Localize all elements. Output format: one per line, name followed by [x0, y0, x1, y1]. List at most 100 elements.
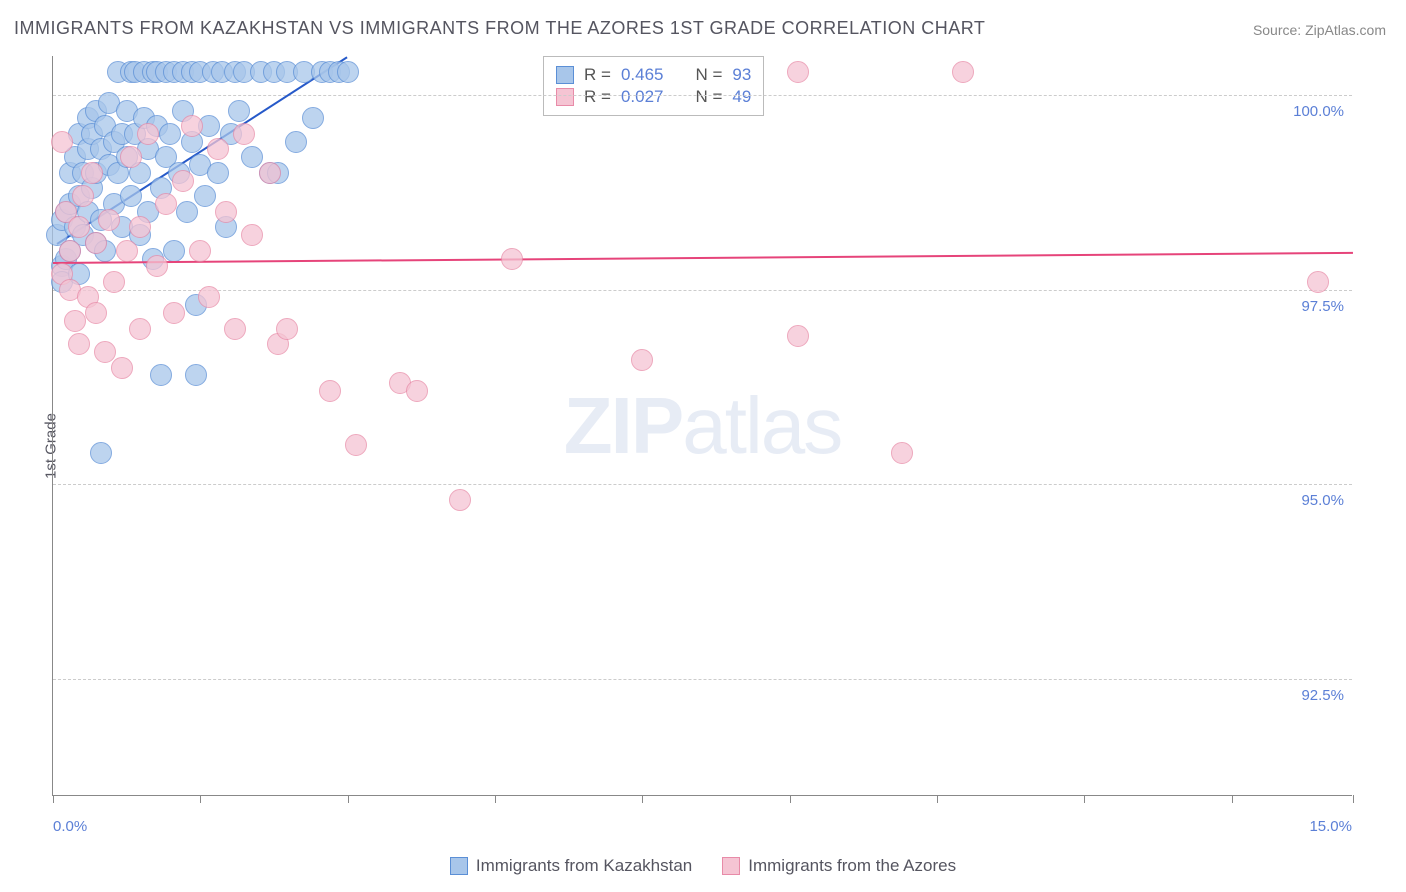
data-point-azores [787, 325, 809, 347]
y-tick-label: 92.5% [1301, 687, 1344, 704]
data-point-kazakhstan [285, 131, 307, 153]
data-point-azores [787, 61, 809, 83]
series-label: Immigrants from the Azores [748, 856, 956, 876]
data-point-azores [68, 216, 90, 238]
legend-swatch [722, 857, 740, 875]
bottom-legend-item-azores: Immigrants from the Azores [722, 856, 956, 876]
x-tick [200, 795, 201, 803]
data-point-kazakhstan [176, 201, 198, 223]
data-point-kazakhstan [337, 61, 359, 83]
gridline [53, 484, 1352, 485]
data-point-azores [345, 434, 367, 456]
data-point-azores [259, 162, 281, 184]
data-point-azores [146, 255, 168, 277]
data-point-kazakhstan [159, 123, 181, 145]
legend-swatch [556, 66, 574, 84]
data-point-azores [449, 489, 471, 511]
legend-swatch [556, 88, 574, 106]
data-point-kazakhstan [228, 100, 250, 122]
data-point-azores [501, 248, 523, 270]
data-point-azores [163, 302, 185, 324]
y-tick-label: 97.5% [1301, 298, 1344, 315]
correlation-legend: R =0.465N =93R =0.027N =49 [543, 56, 764, 116]
gridline [53, 95, 1352, 96]
data-point-azores [111, 357, 133, 379]
x-tick [1353, 795, 1354, 803]
legend-r-value: 0.027 [621, 87, 664, 107]
data-point-kazakhstan [163, 240, 185, 262]
data-point-kazakhstan [90, 442, 112, 464]
legend-r-label: R = [584, 65, 611, 85]
data-point-azores [85, 232, 107, 254]
data-point-azores [207, 138, 229, 160]
data-point-azores [631, 349, 653, 371]
x-tick [1084, 795, 1085, 803]
chart-plot-area: ZIPatlas R =0.465N =93R =0.027N =49 92.5… [52, 56, 1352, 796]
legend-n-value: 49 [732, 87, 751, 107]
data-point-azores [64, 310, 86, 332]
data-point-azores [952, 61, 974, 83]
y-tick-label: 100.0% [1293, 103, 1344, 120]
data-point-azores [181, 115, 203, 137]
data-point-azores [198, 286, 220, 308]
data-point-kazakhstan [302, 107, 324, 129]
data-point-azores [85, 302, 107, 324]
data-point-azores [276, 318, 298, 340]
legend-swatch [450, 857, 468, 875]
data-point-kazakhstan [150, 364, 172, 386]
data-point-kazakhstan [207, 162, 229, 184]
data-point-azores [98, 209, 120, 231]
data-point-azores [129, 318, 151, 340]
legend-n-label: N = [695, 65, 722, 85]
gridline [53, 679, 1352, 680]
gridline [53, 290, 1352, 291]
x-tick-label: 0.0% [53, 818, 87, 835]
data-point-azores [94, 341, 116, 363]
x-tick [495, 795, 496, 803]
data-point-azores [172, 170, 194, 192]
data-point-kazakhstan [194, 185, 216, 207]
x-tick-label: 15.0% [1309, 818, 1352, 835]
chart-title: IMMIGRANTS FROM KAZAKHSTAN VS IMMIGRANTS… [14, 18, 985, 39]
data-point-azores [155, 193, 177, 215]
data-point-azores [215, 201, 237, 223]
x-tick [53, 795, 54, 803]
data-point-azores [224, 318, 246, 340]
data-point-kazakhstan [185, 364, 207, 386]
source-attribution: Source: ZipAtlas.com [1253, 22, 1386, 38]
series-label: Immigrants from Kazakhstan [476, 856, 692, 876]
data-point-azores [1307, 271, 1329, 293]
data-point-azores [103, 271, 125, 293]
x-tick [937, 795, 938, 803]
legend-n-label: N = [695, 87, 722, 107]
bottom-legend-item-kazakhstan: Immigrants from Kazakhstan [450, 856, 692, 876]
watermark: ZIPatlas [564, 380, 841, 472]
legend-n-value: 93 [732, 65, 751, 85]
legend-row-kazakhstan: R =0.465N =93 [556, 65, 751, 85]
x-tick [790, 795, 791, 803]
data-point-azores [233, 123, 255, 145]
data-point-azores [241, 224, 263, 246]
data-point-azores [51, 131, 73, 153]
data-point-azores [406, 380, 428, 402]
data-point-azores [129, 216, 151, 238]
data-point-azores [189, 240, 211, 262]
x-tick [642, 795, 643, 803]
data-point-kazakhstan [241, 146, 263, 168]
data-point-azores [59, 240, 81, 262]
x-tick [348, 795, 349, 803]
data-point-azores [81, 162, 103, 184]
data-point-kazakhstan [120, 185, 142, 207]
data-point-azores [137, 123, 159, 145]
legend-row-azores: R = 0.027 N = 49 [556, 87, 751, 107]
y-tick-label: 95.0% [1301, 492, 1344, 509]
series-legend: Immigrants from Kazakhstan Immigrants fro… [0, 856, 1406, 876]
legend-r-label: R = [584, 87, 611, 107]
data-point-azores [120, 146, 142, 168]
data-point-azores [319, 380, 341, 402]
x-tick [1232, 795, 1233, 803]
data-point-azores [68, 333, 90, 355]
data-point-azores [891, 442, 913, 464]
data-point-azores [72, 185, 94, 207]
trend-line-azores [53, 252, 1353, 264]
